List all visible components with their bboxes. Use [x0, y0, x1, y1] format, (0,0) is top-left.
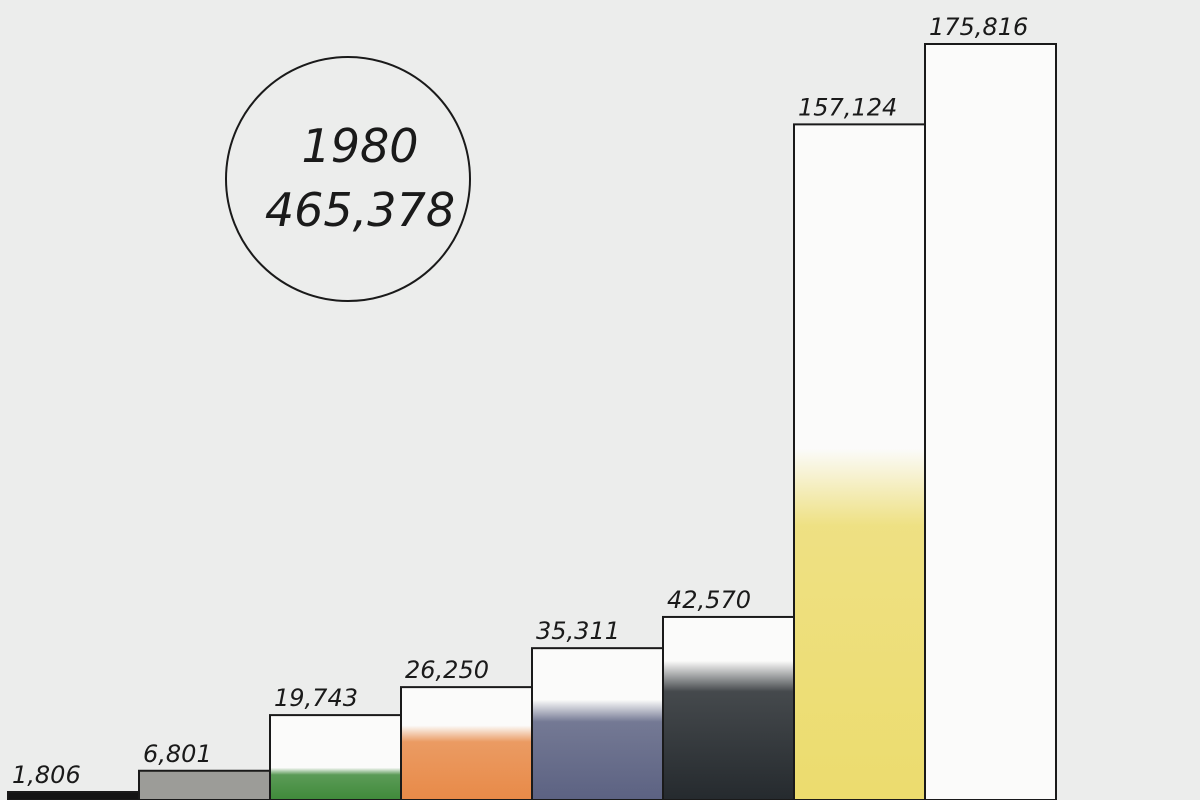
annotation-year: 1980 [301, 119, 418, 173]
bar-4-label: 26,250 [405, 656, 489, 684]
bar-group-7 [793, 123, 926, 800]
bar-1-fill [8, 792, 139, 800]
bar-group-8 [924, 43, 1057, 800]
bar-group-1 [7, 791, 140, 800]
bar-group-2 [138, 769, 271, 800]
bars-layer [7, 43, 1057, 800]
bar-group-4 [400, 686, 533, 800]
bar-7-fill [794, 448, 925, 800]
total-annotation: 1980 465,378 [225, 56, 471, 302]
bar-8 [924, 43, 1057, 800]
bar-group-5 [531, 647, 664, 800]
bar-3-label: 19,743 [274, 684, 358, 712]
bar-5-label: 35,311 [536, 617, 620, 645]
bar-6-fill [663, 660, 794, 800]
bar-2-label: 6,801 [143, 740, 212, 768]
total-circle [225, 56, 471, 302]
bar-7-label: 157,124 [798, 93, 897, 121]
bar-6-label: 42,570 [667, 586, 751, 614]
bar-5-fill [532, 699, 663, 800]
bar-1-label: 1,806 [12, 761, 81, 789]
bar-3-fill [270, 767, 401, 800]
bar-8-background [925, 44, 1056, 800]
bar-8-label: 175,816 [929, 13, 1028, 41]
bar-4-fill [401, 725, 532, 800]
bar-2-fill [139, 770, 270, 800]
labels-layer: 1,806 6,801 19,743 26,250 35,311 42,570 157,12… [12, 13, 1028, 789]
annotation-total: 465,378 [265, 183, 455, 237]
bar-group-3 [269, 714, 402, 800]
bar-group-6 [662, 615, 795, 800]
